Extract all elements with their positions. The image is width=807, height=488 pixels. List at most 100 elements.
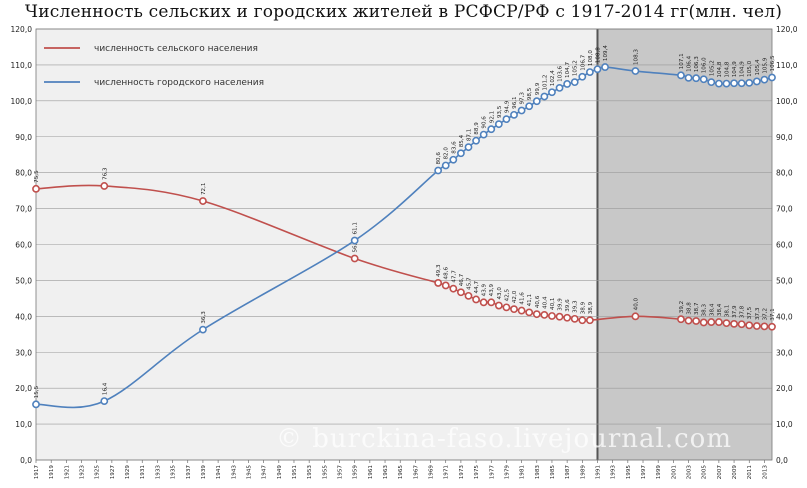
rural-data-label: 75,5 [34, 170, 40, 183]
y-tick-label-right: 30,0 [776, 348, 793, 357]
urban-data-point [434, 166, 443, 175]
x-tick-label: 1965 [398, 465, 404, 480]
x-tick-label: 1953 [307, 465, 313, 480]
rural-data-label: 42,5 [504, 288, 510, 301]
urban-data-point [502, 115, 511, 124]
urban-data-point [578, 72, 587, 81]
x-tick-label: 1993 [611, 465, 617, 480]
urban-data-point [199, 325, 207, 334]
rural-data-label: 37,5 [747, 306, 753, 319]
rural-data-label: 41,6 [520, 292, 526, 305]
urban-data-label: 104,9 [740, 61, 746, 77]
urban-data-point [532, 97, 541, 106]
rural-data-label: 47,7 [451, 270, 457, 283]
x-tick-label: 2007 [717, 465, 723, 480]
urban-data-point [601, 63, 609, 71]
rural-data-point [472, 295, 480, 304]
rural-data-point [684, 316, 693, 325]
urban-data-point [631, 67, 640, 75]
rural-data-label: 37,3 [755, 307, 761, 320]
y-tick-label-right: 50,0 [776, 276, 793, 285]
y-tick-label-left: 80,0 [15, 169, 32, 178]
urban-data-label: 80,6 [436, 152, 442, 165]
rural-data-point [487, 298, 496, 307]
y-tick-label-left: 100,0 [11, 97, 33, 106]
urban-data-label: 61,1 [353, 222, 359, 235]
urban-data-label: 93,5 [497, 105, 503, 118]
urban-data-point [540, 92, 549, 101]
rural-data-label: 38,1 [724, 304, 730, 317]
x-tick-label: 2001 [671, 465, 677, 480]
urban-data-point [752, 77, 761, 86]
rural-data-point [100, 182, 109, 190]
urban-data-label: 87,1 [466, 128, 472, 141]
rural-data-label: 42,0 [512, 290, 518, 303]
rural-data-label: 45,7 [466, 277, 472, 290]
rural-data-label: 49,3 [436, 264, 442, 277]
x-tick-label: 2011 [747, 465, 753, 480]
x-tick-label: 1929 [125, 465, 131, 480]
rural-data-point [722, 319, 731, 328]
urban-data-label: 105,0 [747, 60, 753, 76]
rural-data-point [517, 306, 526, 315]
rural-data-point [707, 318, 716, 326]
rural-data-point [502, 303, 511, 312]
x-tick-label: 1981 [520, 465, 526, 480]
urban-data-label: 104,7 [565, 61, 571, 77]
urban-data-point [472, 136, 480, 145]
x-tick-label: 1975 [474, 465, 480, 480]
x-tick-label: 1957 [338, 465, 344, 480]
urban-data-point [699, 75, 708, 84]
x-tick-label: 1977 [489, 465, 495, 480]
rural-data-point [555, 312, 564, 321]
rural-data-label: 38,9 [580, 301, 586, 314]
x-tick-label: 1925 [95, 465, 101, 480]
urban-data-point [714, 79, 723, 88]
y-tick-label-left: 10,0 [15, 420, 32, 429]
rural-data-label: 43,9 [489, 283, 495, 296]
urban-data-point [510, 110, 518, 119]
urban-data-point [350, 236, 359, 245]
urban-data-point [570, 78, 579, 87]
rural-data-point [32, 184, 40, 193]
urban-data-label: 36,3 [201, 311, 207, 324]
y-tick-label-left: 0,0 [20, 456, 32, 465]
rural-data-label: 39,6 [565, 299, 571, 312]
urban-data-point [593, 65, 602, 74]
urban-data-label: 109,4 [603, 45, 609, 61]
x-tick-label: 1995 [626, 465, 632, 480]
urban-data-point [494, 120, 503, 129]
rural-data-label: 38,4 [717, 303, 723, 316]
x-tick-label: 1999 [656, 465, 662, 480]
x-tick-label: 1983 [535, 465, 541, 480]
urban-data-point [737, 79, 746, 88]
x-tick-label: 1921 [64, 465, 70, 480]
rural-data-point [730, 319, 738, 328]
x-tick-label: 1945 [246, 465, 252, 480]
urban-data-label: 97,3 [520, 92, 526, 105]
urban-data-point [730, 79, 738, 88]
y-tick-label-left: 40,0 [15, 312, 32, 321]
x-tick-label: 2005 [702, 465, 708, 480]
rural-data-label: 43,9 [482, 283, 488, 296]
x-tick-label: 1989 [580, 465, 586, 480]
rural-data-point [752, 322, 761, 330]
urban-data-label: 15,5 [34, 385, 40, 398]
y-tick-label-right: 20,0 [776, 384, 793, 393]
rural-data-point [745, 321, 754, 330]
rural-data-point [532, 310, 541, 319]
urban-data-point [563, 80, 572, 88]
x-tick-label: 1943 [231, 465, 237, 480]
urban-data-point [585, 68, 594, 76]
plot-frame [35, 28, 773, 461]
x-tick-label: 1973 [459, 465, 465, 480]
y-tick-label-right: 0,0 [776, 456, 788, 465]
rural-data-point [570, 314, 579, 323]
rural-data-point [434, 279, 443, 287]
watermark: © burckina-faso.livejournal.com [276, 424, 732, 454]
urban-data-label: 105,2 [709, 60, 715, 76]
y-tick-label-right: 80,0 [776, 169, 793, 178]
rural-data-label: 40,4 [542, 296, 548, 309]
urban-data-point [760, 75, 769, 84]
